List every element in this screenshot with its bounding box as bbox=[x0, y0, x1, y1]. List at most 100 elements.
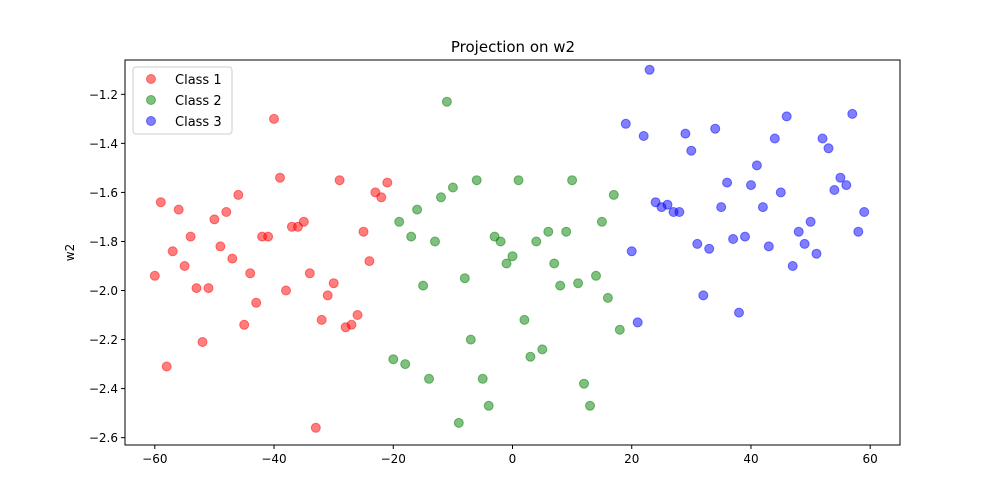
y-axis-label: w2 bbox=[63, 244, 77, 261]
point-class-2 bbox=[579, 378, 589, 389]
point-class-3 bbox=[716, 202, 727, 213]
point-class-2 bbox=[483, 400, 494, 411]
point-class-3 bbox=[775, 187, 786, 198]
legend-marker bbox=[146, 95, 156, 105]
point-class-3 bbox=[829, 185, 840, 195]
point-class-3 bbox=[686, 145, 697, 156]
point-class-2 bbox=[412, 204, 423, 215]
point-class-3 bbox=[859, 207, 870, 217]
y-tick-label: −1.4 bbox=[89, 137, 118, 151]
point-class-2 bbox=[602, 292, 613, 303]
y-tick-label: −2.0 bbox=[89, 284, 118, 298]
point-class-3 bbox=[787, 261, 798, 271]
point-class-3 bbox=[853, 226, 864, 237]
point-class-3 bbox=[692, 238, 703, 249]
x-tick-label: 60 bbox=[863, 452, 878, 466]
point-class-2 bbox=[549, 258, 560, 269]
point-class-1 bbox=[364, 256, 375, 267]
point-class-2 bbox=[537, 344, 548, 355]
point-class-3 bbox=[835, 172, 846, 183]
point-class-3 bbox=[698, 290, 709, 301]
point-class-1 bbox=[376, 192, 387, 203]
y-tick-label: −2.4 bbox=[89, 382, 118, 396]
point-class-2 bbox=[555, 280, 566, 291]
legend-box bbox=[132, 66, 233, 135]
x-tick-label: −20 bbox=[381, 452, 406, 466]
point-class-2 bbox=[501, 258, 512, 269]
point-class-2 bbox=[436, 192, 446, 203]
point-class-3 bbox=[841, 180, 852, 191]
point-class-1 bbox=[281, 285, 291, 296]
point-class-2 bbox=[453, 417, 464, 428]
point-class-3 bbox=[823, 143, 834, 154]
point-class-3 bbox=[769, 133, 780, 144]
point-class-1 bbox=[352, 310, 363, 320]
point-class-2 bbox=[608, 189, 619, 200]
point-class-1 bbox=[316, 314, 327, 325]
point-class-2 bbox=[614, 324, 625, 335]
point-class-2 bbox=[430, 236, 440, 247]
point-class-1 bbox=[358, 226, 369, 237]
point-class-2 bbox=[513, 175, 524, 186]
point-class-2 bbox=[507, 251, 518, 262]
point-class-1 bbox=[221, 207, 232, 217]
point-class-1 bbox=[382, 177, 393, 188]
x-tick-label: −40 bbox=[261, 452, 286, 466]
point-class-1 bbox=[269, 113, 279, 124]
point-class-3 bbox=[799, 238, 810, 249]
point-class-3 bbox=[620, 118, 631, 129]
y-tick-label: −2.2 bbox=[89, 333, 118, 347]
point-class-2 bbox=[531, 236, 542, 247]
x-tick-label: −60 bbox=[142, 452, 167, 466]
point-class-3 bbox=[781, 111, 792, 122]
point-class-1 bbox=[167, 246, 178, 257]
x-tick-label: 20 bbox=[624, 452, 639, 466]
point-class-3 bbox=[763, 241, 774, 252]
point-class-2 bbox=[394, 216, 405, 227]
y-tick-label: −2.6 bbox=[89, 431, 118, 445]
point-class-1 bbox=[322, 290, 333, 301]
point-class-2 bbox=[585, 400, 595, 411]
point-class-2 bbox=[591, 270, 601, 281]
point-class-1 bbox=[310, 422, 321, 433]
point-class-1 bbox=[185, 231, 196, 242]
point-class-1 bbox=[215, 241, 226, 252]
point-class-2 bbox=[424, 373, 434, 384]
point-class-2 bbox=[519, 314, 530, 325]
point-class-1 bbox=[346, 319, 357, 330]
point-class-1 bbox=[227, 253, 238, 264]
point-class-1 bbox=[233, 189, 244, 200]
legend-label: Class 1 bbox=[175, 73, 222, 88]
point-class-1 bbox=[275, 172, 285, 183]
point-class-2 bbox=[573, 278, 584, 289]
chart-title: Projection on w2 bbox=[451, 38, 575, 56]
legend-label: Class 3 bbox=[175, 115, 222, 130]
y-tick-label: −1.6 bbox=[89, 186, 118, 200]
data-points bbox=[149, 64, 870, 433]
y-axis-ticks: −2.6 −2.4 −2.2 −2.0 −1.8 −1.6 −1.4 −1.2 bbox=[89, 88, 125, 445]
point-class-3 bbox=[680, 128, 691, 139]
point-class-2 bbox=[567, 175, 578, 186]
point-class-3 bbox=[757, 202, 768, 213]
point-class-3 bbox=[793, 226, 804, 237]
point-class-2 bbox=[459, 273, 470, 284]
point-class-1 bbox=[334, 175, 345, 186]
point-class-3 bbox=[740, 231, 750, 242]
x-tick-label: 40 bbox=[743, 452, 758, 466]
point-class-3 bbox=[626, 246, 637, 257]
point-class-3 bbox=[674, 207, 685, 217]
point-class-1 bbox=[191, 283, 202, 294]
legend-marker bbox=[146, 74, 156, 84]
point-class-1 bbox=[203, 283, 214, 294]
point-class-3 bbox=[722, 177, 733, 188]
x-axis-ticks: −60 −40 −20 0 20 40 60 bbox=[142, 445, 878, 466]
point-class-3 bbox=[734, 307, 744, 318]
point-class-1 bbox=[304, 268, 315, 279]
y-tick-label: −1.2 bbox=[89, 88, 118, 102]
x-tick-label: 0 bbox=[509, 452, 517, 466]
point-class-3 bbox=[632, 317, 643, 328]
point-class-3 bbox=[704, 243, 715, 254]
y-tick-label: −1.8 bbox=[89, 235, 118, 249]
point-class-3 bbox=[746, 180, 756, 191]
